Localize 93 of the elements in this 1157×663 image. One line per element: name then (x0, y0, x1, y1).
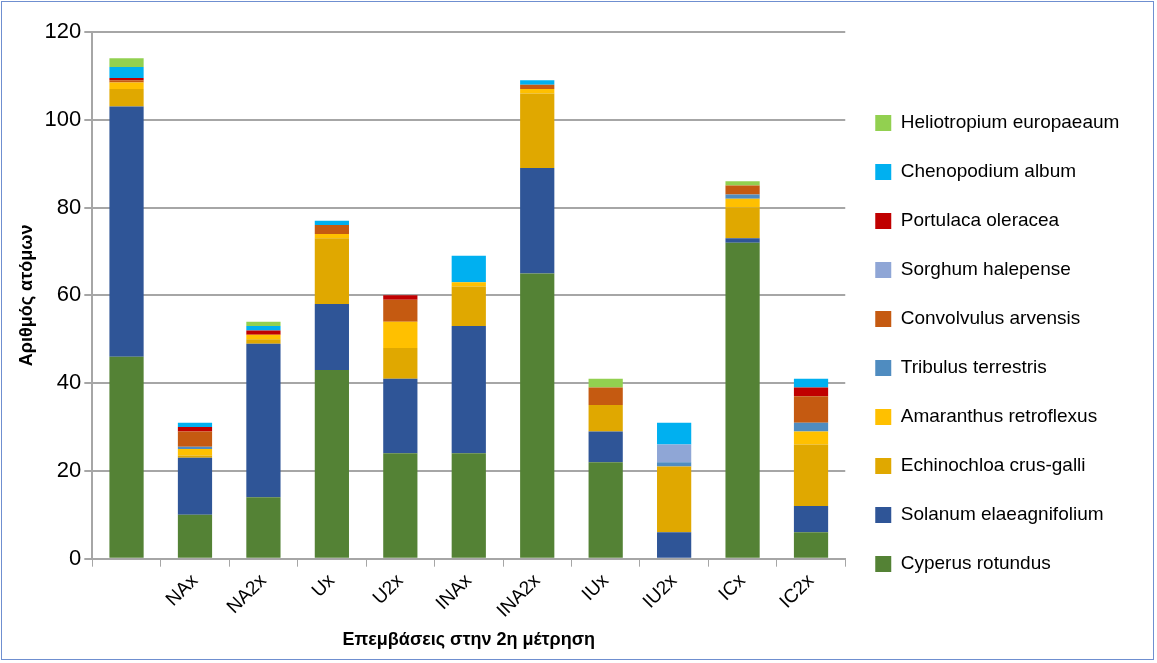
bar (657, 444, 692, 463)
bar (520, 80, 555, 85)
legend-label: Sorghum halepense (900, 258, 1071, 280)
x-tick-label: ICx (714, 569, 750, 605)
bar (314, 220, 349, 226)
legend-label: Tribulus terrestris (900, 356, 1047, 378)
y-tick-label: 100 (44, 105, 82, 131)
bar (657, 466, 692, 533)
bar (793, 532, 829, 558)
bar (451, 453, 486, 558)
bar (246, 339, 281, 344)
bar (588, 387, 623, 406)
bar (177, 446, 213, 449)
x-tick-label: U2x (368, 569, 408, 609)
x-tick-label: Ux (307, 569, 339, 601)
y-axis-title: Αριθμός ατόμων (15, 224, 36, 367)
bar (793, 422, 829, 432)
bar (314, 238, 349, 305)
bar (725, 194, 760, 199)
x-tick-label: IUx (577, 569, 613, 605)
bar (314, 369, 349, 558)
bar (520, 93, 555, 169)
bar (246, 330, 281, 335)
bar (793, 506, 829, 533)
bar (588, 405, 623, 432)
y-tick-label: 20 (56, 456, 82, 482)
y-tick-label: 120 (44, 18, 82, 44)
bar (725, 207, 760, 239)
bar (657, 422, 692, 445)
bar (383, 378, 418, 454)
bar (588, 378, 623, 388)
bar (588, 462, 623, 558)
bar (451, 286, 486, 327)
bar (109, 356, 144, 558)
y-tick-label: 40 (56, 369, 82, 395)
bar (657, 462, 692, 467)
legend-label: Portulaca oleracea (900, 209, 1060, 231)
bar (725, 238, 760, 243)
legend-label: Heliotropium europaeaum (900, 111, 1120, 133)
bar (793, 431, 829, 445)
bar (177, 431, 213, 447)
bar (109, 82, 144, 90)
bar (520, 84, 555, 90)
y-tick-label: 0 (69, 544, 82, 570)
x-axis-title: Επεμβάσεις στην 2η μέτρηση (342, 629, 596, 650)
bar (793, 378, 829, 388)
bar (725, 185, 760, 195)
bar (451, 326, 486, 454)
x-tick-label: NAx (161, 569, 202, 610)
legend-label: Chenopodium album (900, 160, 1077, 182)
bar (725, 198, 760, 208)
bar (383, 295, 418, 300)
bar (657, 532, 692, 558)
bar (177, 448, 213, 456)
bar (109, 67, 144, 79)
y-tick-label: 80 (56, 193, 82, 219)
bar (177, 457, 213, 515)
bar (314, 233, 349, 239)
bar (451, 282, 486, 287)
bar (177, 427, 213, 432)
bar (451, 255, 486, 283)
bar (314, 225, 349, 234)
bar (520, 89, 555, 94)
bar (246, 326, 281, 331)
bar (793, 387, 829, 397)
bar (383, 321, 418, 349)
bar (588, 431, 623, 463)
legend-label: Echinochloa crus-galli (900, 454, 1086, 476)
bar (520, 168, 555, 274)
bar (177, 455, 213, 458)
bar (793, 444, 829, 507)
bar (793, 396, 829, 423)
legend-label: Amaranthus retroflexus (900, 405, 1098, 427)
bar (246, 343, 281, 498)
bar (520, 273, 555, 558)
bar (314, 304, 349, 370)
bar (109, 58, 144, 68)
bar (383, 299, 418, 322)
bar (177, 422, 213, 428)
legend-label: Cyperus rotundus (900, 552, 1051, 574)
bar (246, 334, 281, 340)
bar (246, 321, 281, 327)
bar (383, 348, 418, 379)
bar (109, 89, 144, 107)
legend-label: Convolvulus arvensis (900, 307, 1081, 329)
bar (177, 514, 213, 558)
y-tick-label: 60 (56, 281, 82, 307)
bar (725, 181, 760, 186)
legend-label: Solanum elaeagnifolium (900, 503, 1104, 525)
bar (725, 242, 760, 558)
bar (109, 106, 144, 357)
bar (246, 497, 281, 558)
bar (383, 453, 418, 558)
